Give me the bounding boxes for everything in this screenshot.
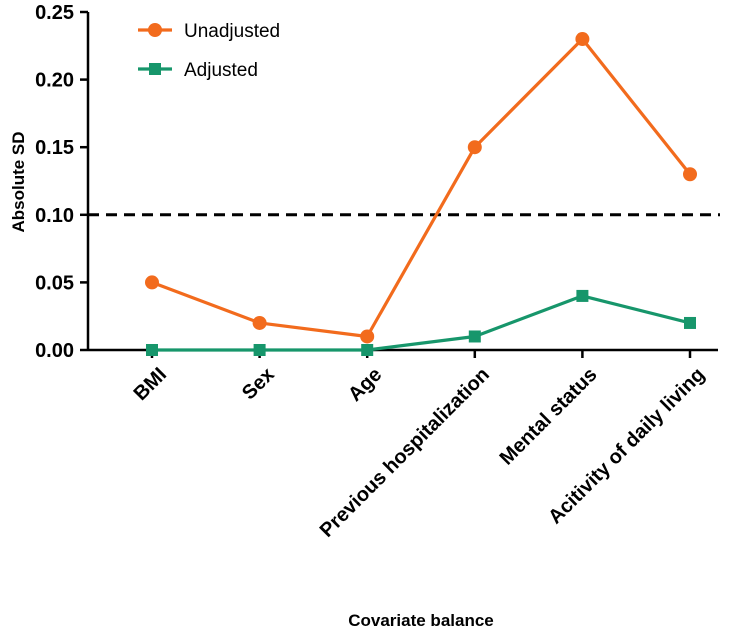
y-axis-title: Absolute SD: [9, 131, 28, 232]
series-line-adjusted: [152, 294, 691, 352]
legend-marker-adjusted: [149, 63, 161, 75]
point-unadjusted: [467, 140, 482, 155]
point-adjusted: [576, 289, 589, 302]
point-adjusted: [253, 344, 266, 356]
point-unadjusted: [145, 275, 159, 290]
y-tick-label: 0.05: [35, 272, 74, 294]
x-tick-label: Sex: [238, 364, 279, 405]
y-tick-label: 0.10: [35, 205, 74, 227]
y-tick-label: 0.15: [35, 137, 74, 159]
x-tick-label: BMI: [130, 364, 171, 405]
y-tick-label: 0.20: [35, 70, 74, 92]
legend-label-unadjusted: Unadjusted: [184, 21, 280, 42]
legend: Unadjusted Adjusted: [138, 21, 280, 81]
point-unadjusted: [683, 167, 697, 182]
x-tick-label: Age: [344, 364, 386, 406]
x-axis-title: Covariate balance: [348, 611, 494, 630]
point-adjusted: [468, 330, 481, 343]
series-group: [145, 32, 697, 356]
point-adjusted: [361, 344, 374, 356]
point-unadjusted: [360, 329, 375, 344]
point-unadjusted: [575, 32, 590, 47]
y-tick-label: 0.00: [35, 340, 74, 362]
series-line-unadjusted: [151, 37, 692, 339]
point-adjusted: [684, 316, 696, 329]
y-tick-label: 0.25: [35, 2, 74, 24]
point-adjusted: [146, 344, 158, 356]
x-tick-label: Previous hospitalization: [316, 364, 494, 542]
x-tick-label: Mental status: [496, 364, 602, 470]
legend-marker-unadjusted: [148, 23, 162, 37]
legend-label-adjusted: Adjusted: [184, 60, 258, 81]
point-unadjusted: [252, 315, 267, 330]
